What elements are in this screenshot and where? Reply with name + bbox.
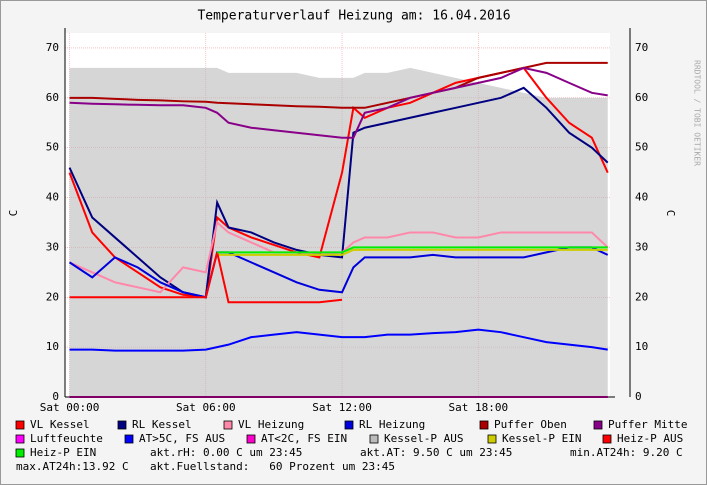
legend-swatch — [117, 420, 127, 430]
legend-swatch — [487, 434, 497, 444]
legend-swatch — [593, 420, 603, 430]
y2-tick-label: 70 — [635, 41, 648, 54]
legend-label: Puffer Oben — [494, 418, 567, 431]
y2-tick-label: 40 — [635, 191, 648, 204]
x-tick-label: Sat 00:00 — [40, 401, 100, 414]
legend-swatch — [246, 434, 256, 444]
legend-label: Kessel-P EIN — [502, 432, 581, 445]
y2-tick-label: 20 — [635, 290, 648, 303]
y-tick-label: 40 — [46, 191, 59, 204]
line — [69, 252, 343, 304]
legend-swatch — [602, 434, 612, 444]
legend-label: Heiz-P AUS — [617, 432, 683, 445]
legend-swatch — [344, 420, 354, 430]
line — [217, 246, 608, 254]
y-axis-label: C — [7, 210, 20, 217]
x-tick-label: Sat 18:00 — [448, 401, 508, 414]
legend-label: Heiz-P EIN — [30, 446, 96, 459]
legend-label: VL Kessel — [30, 418, 90, 431]
line — [217, 248, 608, 256]
y2-tick-label: 50 — [635, 141, 648, 154]
y2-tick-label: 30 — [635, 240, 648, 253]
legend-swatch — [124, 434, 134, 444]
y2-axis-label: C — [664, 210, 677, 217]
legend-note: akt.Fuellstand: 60 Prozent um 23:45 — [150, 460, 395, 473]
y-tick-label: 0 — [52, 390, 59, 403]
line — [69, 328, 608, 352]
legend-label: RL Kessel — [132, 418, 192, 431]
y-tick-label: 60 — [46, 91, 59, 104]
line — [68, 246, 609, 299]
legend-label: Puffer Mitte — [608, 418, 687, 431]
line — [69, 61, 608, 109]
watermark: RRDTOOL / TOBI OETIKER — [693, 60, 702, 166]
legend-swatch — [223, 420, 233, 430]
y-tick-label: 50 — [46, 141, 59, 154]
legend-swatch — [15, 420, 25, 430]
legend-label: Luftfeuchte — [30, 432, 103, 445]
legend-note: min.AT24h: 9.20 C — [570, 446, 683, 459]
y-tick-label: 30 — [46, 240, 59, 253]
legend-label: Kessel-P AUS — [384, 432, 463, 445]
y2-tick-label: 60 — [635, 91, 648, 104]
y-tick-label: 20 — [46, 290, 59, 303]
legend-note: akt.AT: 9.50 C um 23:45 — [360, 446, 512, 459]
legend-swatch — [15, 434, 25, 444]
y2-tick-label: 10 — [635, 340, 648, 353]
y-tick-label: 10 — [46, 340, 59, 353]
legend-swatch — [369, 434, 379, 444]
legend-swatch — [15, 448, 25, 458]
legend-label: RL Heizung — [359, 418, 425, 431]
legend-label: VL Heizung — [238, 418, 304, 431]
y2-tick-label: 0 — [635, 390, 642, 403]
line — [68, 86, 609, 299]
legend-swatch — [479, 420, 489, 430]
legend-label: AT<2C, FS EIN — [261, 432, 347, 445]
legend-note: akt.rH: 0.00 C um 23:45 — [150, 446, 302, 459]
area — [69, 67, 608, 397]
legend-label: AT>5C, FS AUS — [139, 432, 225, 445]
line — [69, 66, 608, 139]
chart-title: Temperaturverlauf Heizung am: 16.04.2016 — [197, 9, 510, 24]
x-tick-label: Sat 06:00 — [176, 401, 236, 414]
legend-note: max.AT24h:13.92 C — [16, 460, 129, 473]
y-tick-label: 70 — [46, 41, 59, 54]
x-tick-label: Sat 12:00 — [312, 401, 372, 414]
